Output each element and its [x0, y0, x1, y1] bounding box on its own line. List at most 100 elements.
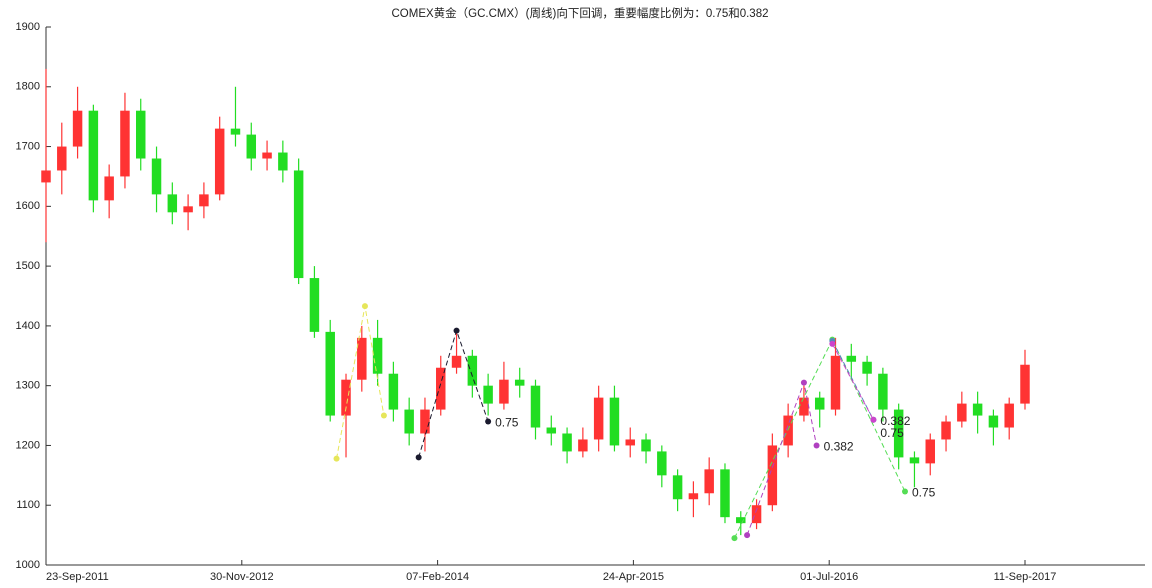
swing-label: 0.382 — [824, 440, 854, 454]
candle-body — [246, 134, 257, 159]
candle-body — [514, 379, 525, 386]
candle-body — [199, 194, 209, 207]
candle-body — [988, 415, 999, 428]
x-tick-label: 24-Apr-2015 — [603, 571, 664, 583]
candle-body — [372, 337, 383, 374]
candle-body — [214, 128, 225, 195]
candle-body — [183, 206, 193, 213]
candle-body — [704, 469, 714, 494]
swing-label: 0.75 — [495, 416, 519, 430]
candle-body — [41, 170, 51, 183]
candle-body — [167, 194, 178, 213]
candle-body — [941, 421, 951, 440]
candle-body — [404, 409, 414, 434]
candle-body — [751, 505, 762, 524]
x-tick-label: 23-Sep-2011 — [46, 571, 109, 583]
swing-point — [870, 416, 877, 423]
swing-label: 0.75 — [880, 426, 904, 440]
candle-body — [278, 152, 288, 171]
candle-body — [862, 361, 872, 374]
swing-label: 0.75 — [912, 486, 936, 500]
candle-body — [72, 110, 83, 147]
candle-body — [136, 110, 146, 159]
candle-body — [151, 158, 162, 195]
candle-body — [1004, 403, 1014, 428]
candle-body — [909, 457, 920, 464]
candle-body — [467, 355, 478, 386]
swing-point — [901, 488, 908, 495]
y-tick-label: 1500 — [16, 260, 40, 272]
swing-point — [380, 412, 387, 419]
candle-body — [893, 409, 904, 458]
candle-body — [609, 397, 620, 446]
swing-point — [333, 455, 340, 462]
candle-body — [104, 176, 114, 201]
x-tick-label: 11-Sep-2017 — [994, 571, 1057, 583]
candle-body — [783, 415, 793, 446]
candle-body — [325, 331, 335, 416]
candle-body — [767, 445, 778, 506]
y-tick-label: 1800 — [16, 81, 40, 93]
candle-body — [309, 278, 320, 332]
y-tick-label: 1900 — [16, 21, 40, 33]
y-tick-label: 1600 — [16, 200, 40, 212]
swing-point — [415, 454, 422, 461]
candle-body — [672, 475, 683, 500]
candle-body — [799, 397, 809, 416]
candle-body — [546, 427, 557, 434]
candle-body — [641, 439, 651, 452]
y-tick-label: 1300 — [16, 380, 40, 392]
swing-point — [800, 379, 807, 386]
candle-body — [972, 403, 983, 416]
candle-body — [925, 439, 935, 464]
candle-body — [88, 110, 99, 201]
y-tick-label: 1400 — [16, 320, 40, 332]
swing-line — [734, 338, 906, 539]
swing-point — [829, 340, 836, 347]
candle-body — [688, 493, 699, 500]
candle-body — [57, 146, 67, 171]
candle-body — [814, 397, 825, 410]
candle-body — [878, 373, 888, 410]
y-tick-label: 1000 — [16, 559, 40, 571]
swing-point — [813, 442, 820, 449]
candle-body — [562, 433, 572, 452]
candle-body — [388, 373, 399, 410]
candle-body — [357, 337, 367, 380]
swing-line — [831, 340, 874, 420]
y-tick-label: 1700 — [16, 140, 40, 152]
candle-body — [846, 355, 857, 362]
candle-body — [578, 439, 588, 452]
y-tick-label: 1100 — [16, 499, 40, 511]
x-tick-label: 07-Feb-2014 — [406, 571, 469, 583]
y-tick-label: 1200 — [16, 439, 40, 451]
candle-body — [830, 355, 841, 410]
swing-line — [831, 343, 874, 420]
candle-body — [957, 403, 967, 422]
swing-point — [744, 532, 751, 539]
candle-body — [262, 152, 272, 159]
candle-body — [436, 367, 446, 410]
candle-body — [499, 379, 509, 404]
x-tick-label: 30-Nov-2012 — [210, 571, 274, 583]
candle-body — [530, 385, 541, 428]
swing-label: 0.382 — [880, 414, 910, 428]
candle-body — [657, 451, 667, 476]
x-tick-label: 01-Jul-2016 — [800, 571, 858, 583]
candle-body — [593, 397, 604, 440]
chart-title: COMEX黄金（GC.CMX）(周线)向下回调，重要幅度比例为：0.75和0.3… — [392, 6, 769, 20]
candle-body — [483, 385, 493, 404]
candle-body — [451, 355, 462, 368]
candle-body — [120, 110, 130, 177]
candle-body — [1020, 364, 1030, 404]
candle-body — [230, 128, 241, 135]
candle-body — [625, 439, 635, 446]
candle-body — [736, 517, 746, 524]
candle-body — [341, 379, 351, 416]
candle-body — [293, 170, 304, 279]
swing-point — [361, 303, 368, 310]
candle-body — [420, 409, 430, 434]
candle-body — [720, 469, 730, 518]
